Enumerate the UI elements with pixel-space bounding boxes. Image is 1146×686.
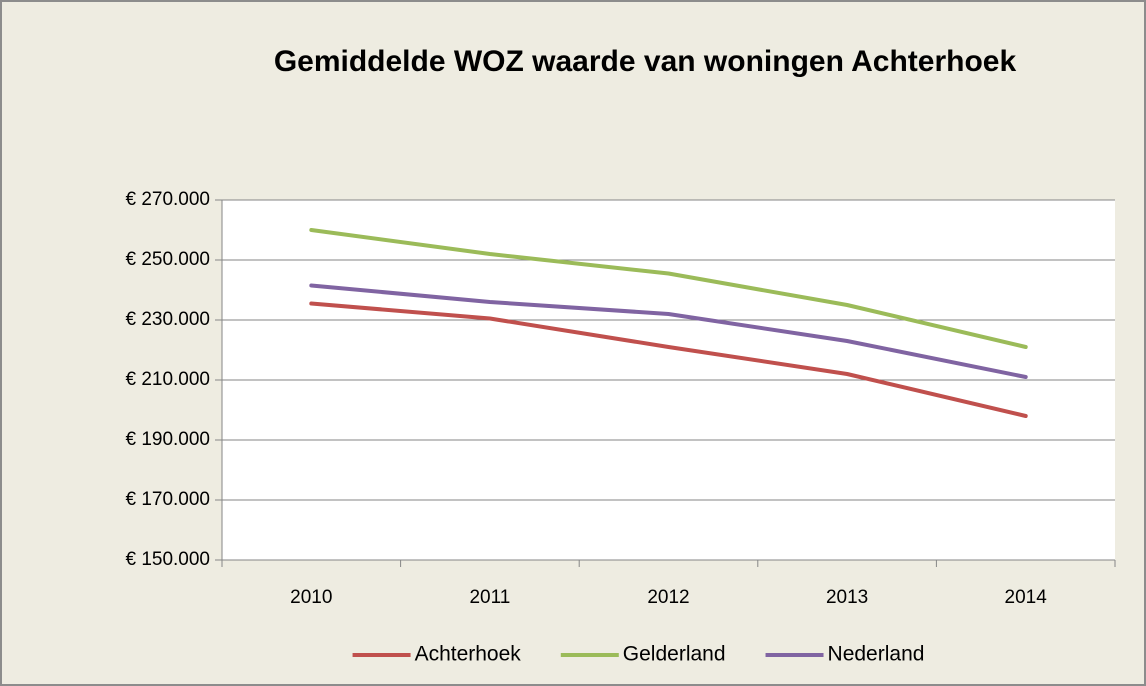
y-tick-label: € 270.000 [125,189,210,210]
legend-label: Achterhoek [415,643,522,666]
x-tick-label: 2013 [826,587,868,608]
legend-label: Nederland [828,643,925,666]
y-tick-label: € 150.000 [125,549,210,570]
lines [309,228,1028,418]
legend-label: Gelderland [623,643,726,666]
y-tick-label: € 230.000 [125,309,210,330]
x-tick-label: 2012 [647,587,689,608]
x-tick-label: 2011 [469,587,510,608]
y-tick-label: € 170.000 [125,489,210,510]
x-tick-label: 2014 [1005,587,1048,608]
series-line [309,301,1028,418]
y-tick-label: € 210.000 [125,369,210,390]
series-line [309,228,1028,349]
series-line [309,283,1028,379]
grid: € 150.000 € 170.000 € 190.000 € 210.000 € 23… [125,189,1116,608]
y-tick-label: € 250.000 [125,249,210,270]
y-tick-label: € 190.000 [125,429,210,450]
chart-title: Gemiddelde WOZ waarde van woningen Achte… [274,45,1017,78]
legend: Achterhoek Gelderland Nederland [352,643,925,666]
x-tick-label: 2010 [290,587,332,608]
